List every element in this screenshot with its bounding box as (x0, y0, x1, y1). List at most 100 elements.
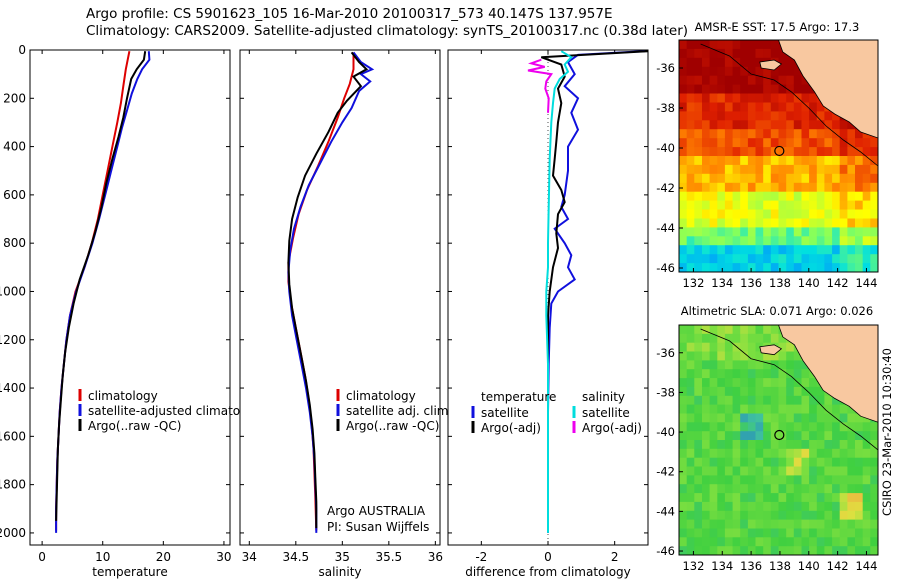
map-cell (824, 254, 833, 264)
map-cell (763, 227, 772, 237)
map-cell (832, 111, 841, 121)
map-cell (702, 546, 711, 556)
map-cell (679, 457, 688, 467)
map-cell (755, 528, 764, 538)
map-cell (740, 209, 749, 219)
map-cell (747, 519, 757, 529)
map-cell (793, 147, 802, 157)
map-cell (747, 546, 757, 556)
map-cell (778, 431, 787, 441)
map-cell (786, 245, 795, 255)
map-cell (839, 537, 848, 547)
map-cell (824, 129, 833, 139)
map-cell (732, 102, 741, 112)
map-cell (694, 236, 703, 246)
map-cell (801, 227, 810, 237)
map-cell (709, 386, 718, 397)
map-cell (839, 484, 848, 494)
map-cell (763, 120, 772, 130)
map-cell (786, 422, 795, 432)
map-cell (740, 413, 749, 423)
map-cell (755, 440, 764, 450)
map-cell (763, 191, 772, 202)
map-cell (679, 93, 688, 103)
map-cell (724, 182, 734, 193)
map-cell (778, 457, 787, 467)
map-cell (686, 57, 695, 68)
map-cell (702, 263, 711, 273)
map-cell (717, 191, 726, 202)
map-cell (786, 200, 795, 210)
map-cell (816, 422, 825, 432)
map-cell (847, 519, 856, 529)
legend-label: satellite (582, 406, 630, 420)
map-cell (832, 510, 841, 521)
map-cell (793, 351, 802, 361)
map-cell (686, 66, 695, 77)
map-cell (755, 200, 764, 210)
map-cell (747, 254, 757, 264)
argo-location-marker (774, 145, 785, 157)
map-cell (724, 209, 734, 219)
map-cell (855, 519, 864, 529)
map-cell (694, 227, 703, 237)
map-cell (679, 57, 688, 68)
map-cell (824, 466, 833, 476)
map-cell (747, 378, 757, 388)
map-cell (709, 227, 718, 237)
map-cell (755, 138, 764, 148)
map-cell (755, 245, 764, 255)
map-cell (686, 466, 695, 476)
map-cell (755, 422, 764, 432)
map-cell (786, 93, 795, 103)
difference-series-line-2 (545, 50, 573, 533)
map-cell (847, 493, 856, 503)
map-cell (732, 422, 741, 432)
map-cell (870, 466, 879, 476)
map-cell (709, 218, 718, 228)
map-xtick-label: 142 (827, 276, 849, 290)
map-cell (763, 138, 772, 148)
map-cell (755, 66, 764, 77)
map-cell (702, 138, 711, 148)
map-cell (870, 484, 879, 494)
map-cell (724, 440, 734, 450)
map-cell (862, 209, 871, 219)
sla-map: Altimetric SLA: 0.071 Argo: 0.026 132 134… (656, 304, 879, 573)
map-cell (686, 528, 695, 538)
map-cell (816, 528, 825, 538)
map-cell (747, 209, 757, 219)
map-cell (809, 120, 818, 130)
map-cell (747, 218, 757, 228)
map-cell (740, 254, 749, 264)
map-cell (763, 422, 772, 432)
map-cell (702, 386, 711, 397)
map-cell (855, 528, 864, 538)
map-cell (793, 501, 802, 512)
map-cell (717, 111, 726, 121)
map-cell (694, 156, 703, 166)
map-cell (763, 537, 772, 547)
map-cell (740, 431, 749, 441)
map-cell (724, 111, 734, 121)
map-cell (855, 466, 864, 476)
map-cell (702, 484, 711, 494)
map-cell (809, 93, 818, 103)
map-cell (816, 386, 825, 397)
map-cell (724, 537, 734, 547)
map-ytick-label: -46 (656, 544, 675, 558)
map-cell (709, 57, 718, 68)
map-cell (740, 351, 749, 361)
map-cell (686, 111, 695, 121)
map-cell (855, 440, 864, 450)
map-cell (686, 519, 695, 529)
map-cell (747, 448, 757, 459)
map-cell (770, 93, 779, 103)
map-cell (824, 111, 833, 121)
map-cell (870, 448, 879, 459)
map-cell (702, 57, 711, 68)
map-cell (839, 413, 848, 423)
map-cell (724, 120, 734, 130)
map-cell (809, 138, 818, 148)
map-cell (724, 378, 734, 388)
